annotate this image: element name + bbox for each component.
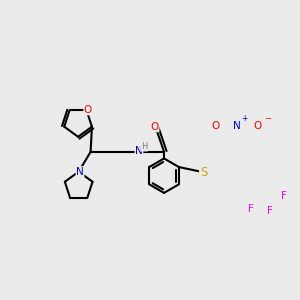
Text: −: −: [264, 114, 271, 123]
Text: O: O: [211, 121, 220, 131]
Text: N: N: [135, 146, 143, 156]
Text: H: H: [141, 142, 147, 151]
Text: N: N: [76, 167, 84, 177]
Text: F: F: [267, 206, 273, 216]
Text: O: O: [254, 121, 262, 131]
Text: O: O: [84, 105, 92, 115]
Text: +: +: [241, 114, 248, 123]
Text: F: F: [248, 204, 254, 214]
Text: O: O: [151, 122, 159, 132]
Text: S: S: [200, 166, 208, 179]
Text: F: F: [281, 190, 287, 200]
Text: N: N: [233, 121, 240, 131]
